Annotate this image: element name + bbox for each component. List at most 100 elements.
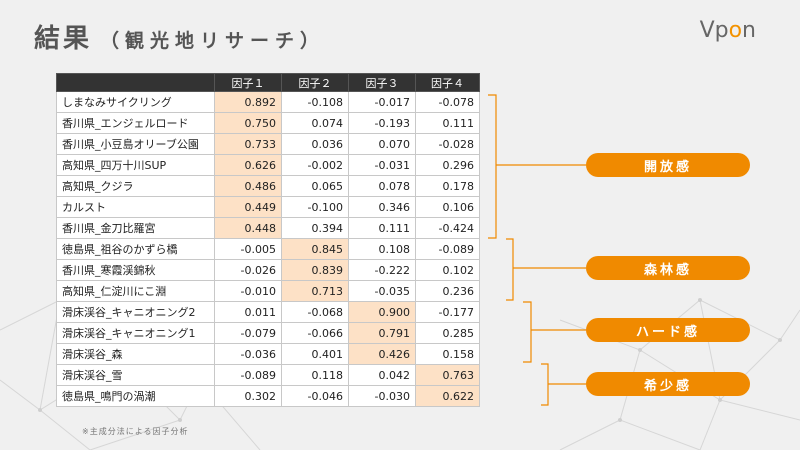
table-row: 徳島県_鳴門の渦潮 0.302 -0.046 -0.030 0.622 (56, 385, 480, 407)
spot-name-cell: 香川県_金刀比羅宮 (56, 217, 215, 239)
loading-cell: -0.035 (348, 280, 416, 302)
loading-cell: 0.078 (348, 175, 416, 197)
bracket-factor1 (488, 94, 586, 239)
loading-cell: 0.892 (214, 91, 282, 113)
loading-cell: -0.193 (348, 112, 416, 134)
loading-cell: 0.036 (281, 133, 349, 155)
label-hard: ハード感 (586, 318, 750, 342)
table-row: 高知県_クジラ 0.486 0.065 0.078 0.178 (56, 175, 480, 197)
table-row: 徳島県_祖谷のかずら橋 -0.005 0.845 0.108 -0.089 (56, 238, 480, 260)
spot-name-cell: 高知県_仁淀川にこ淵 (56, 280, 215, 302)
loading-cell: -0.089 (214, 364, 282, 386)
loading-cell: 0.401 (281, 343, 349, 365)
spot-name-cell: カルスト (56, 196, 215, 218)
loading-cell: 0.011 (214, 301, 282, 323)
spot-name-cell: 香川県_エンジェルロード (56, 112, 215, 134)
table-row: 滑床渓谷_雪 -0.089 0.118 0.042 0.763 (56, 364, 480, 386)
table-header-row: 因子１ 因子２ 因子３ 因子４ (56, 73, 480, 92)
loading-cell: 0.074 (281, 112, 349, 134)
loading-cell: 0.763 (415, 364, 480, 386)
table-header-cell: 因子２ (281, 73, 349, 92)
loading-cell: -0.068 (281, 301, 349, 323)
loading-cell: 0.426 (348, 343, 416, 365)
spot-name-cell: 香川県_小豆島オリーブ公園 (56, 133, 215, 155)
spot-name-cell: しまなみサイクリング (56, 91, 215, 113)
table-header-cell: 因子３ (348, 73, 416, 92)
loading-cell: 0.236 (415, 280, 480, 302)
table-row: 高知県_仁淀川にこ淵 -0.010 0.713 -0.035 0.236 (56, 280, 480, 302)
brand-logo: Vpon (699, 18, 756, 43)
spot-name-cell: 滑床渓谷_森 (56, 343, 215, 365)
loading-cell: -0.031 (348, 154, 416, 176)
table-row: 香川県_寒霞渓錦秋 -0.026 0.839 -0.222 0.102 (56, 259, 480, 281)
table-row: 滑床渓谷_森 -0.036 0.401 0.426 0.158 (56, 343, 480, 365)
spot-name-cell: 高知県_クジラ (56, 175, 215, 197)
table-header-cell: 因子１ (214, 73, 282, 92)
loading-cell: -0.036 (214, 343, 282, 365)
loading-cell: -0.079 (214, 322, 282, 344)
table-row: 滑床渓谷_キャニオニング1 -0.079 -0.066 0.791 0.285 (56, 322, 480, 344)
loading-cell: -0.028 (415, 133, 480, 155)
spot-name-cell: 香川県_寒霞渓錦秋 (56, 259, 215, 281)
loading-cell: 0.900 (348, 301, 416, 323)
loading-cell: 0.302 (214, 385, 282, 407)
bracket-factor3 (523, 301, 586, 363)
loading-cell: -0.177 (415, 301, 480, 323)
loading-cell: -0.046 (281, 385, 349, 407)
loading-cell: 0.346 (348, 196, 416, 218)
loading-cell: -0.066 (281, 322, 349, 344)
loading-cell: 0.733 (214, 133, 282, 155)
loading-cell: 0.158 (415, 343, 480, 365)
bracket-factor2 (506, 238, 586, 301)
loading-cell: 0.791 (348, 322, 416, 344)
label-kishou: 希少感 (586, 372, 750, 396)
loading-cell: -0.108 (281, 91, 349, 113)
loading-cell: 0.111 (415, 112, 480, 134)
factor-loadings-table: 因子１ 因子２ 因子３ 因子４ しまなみサイクリング 0.892 -0.108 -0.… (56, 73, 480, 407)
spot-name-cell: 徳島県_鳴門の渦潮 (56, 385, 215, 407)
loading-cell: 0.178 (415, 175, 480, 197)
footnote: ※主成分法による因子分析 (82, 427, 189, 436)
bracket-factor4 (541, 363, 586, 406)
loading-cell: -0.078 (415, 91, 480, 113)
spot-name-cell: 高知県_四万十川SUP (56, 154, 215, 176)
loading-cell: 0.070 (348, 133, 416, 155)
loading-cell: -0.222 (348, 259, 416, 281)
loading-cell: -0.026 (214, 259, 282, 281)
loading-cell: 0.622 (415, 385, 480, 407)
loading-cell: 0.839 (281, 259, 349, 281)
loading-cell: -0.100 (281, 196, 349, 218)
table-row: 香川県_エンジェルロード 0.750 0.074 -0.193 0.111 (56, 112, 480, 134)
table-row: 高知県_四万十川SUP 0.626 -0.002 -0.031 0.296 (56, 154, 480, 176)
page-title: 結果 （観光地リサーチ） (34, 18, 325, 55)
loading-cell: 0.285 (415, 322, 480, 344)
loading-cell: 0.486 (214, 175, 282, 197)
loading-cell: 0.845 (281, 238, 349, 260)
loading-cell: 0.042 (348, 364, 416, 386)
loading-cell: 0.296 (415, 154, 480, 176)
loading-cell: -0.424 (415, 217, 480, 239)
table-row: しまなみサイクリング 0.892 -0.108 -0.017 -0.078 (56, 91, 480, 113)
loading-cell: -0.089 (415, 238, 480, 260)
page-title-sub: （観光地リサーチ） (100, 30, 326, 52)
loading-cell: 0.449 (214, 196, 282, 218)
loading-cell: 0.102 (415, 259, 480, 281)
label-kaihou: 開放感 (586, 153, 750, 177)
loading-cell: -0.002 (281, 154, 349, 176)
loading-cell: 0.111 (348, 217, 416, 239)
loading-cell: 0.626 (214, 154, 282, 176)
loading-cell: 0.394 (281, 217, 349, 239)
loading-cell: -0.010 (214, 280, 282, 302)
table-header-cell: 因子４ (415, 73, 480, 92)
table-row: カルスト 0.449 -0.100 0.346 0.106 (56, 196, 480, 218)
loading-cell: -0.017 (348, 91, 416, 113)
loading-cell: -0.030 (348, 385, 416, 407)
spot-name-cell: 滑床渓谷_キャニオニング2 (56, 301, 215, 323)
spot-name-cell: 滑床渓谷_雪 (56, 364, 215, 386)
loading-cell: 0.713 (281, 280, 349, 302)
page-title-main: 結果 (34, 24, 93, 54)
table-row: 滑床渓谷_キャニオニング2 0.011 -0.068 0.900 -0.177 (56, 301, 480, 323)
table-row: 香川県_小豆島オリーブ公園 0.733 0.036 0.070 -0.028 (56, 133, 480, 155)
table-header-cell (56, 73, 215, 92)
